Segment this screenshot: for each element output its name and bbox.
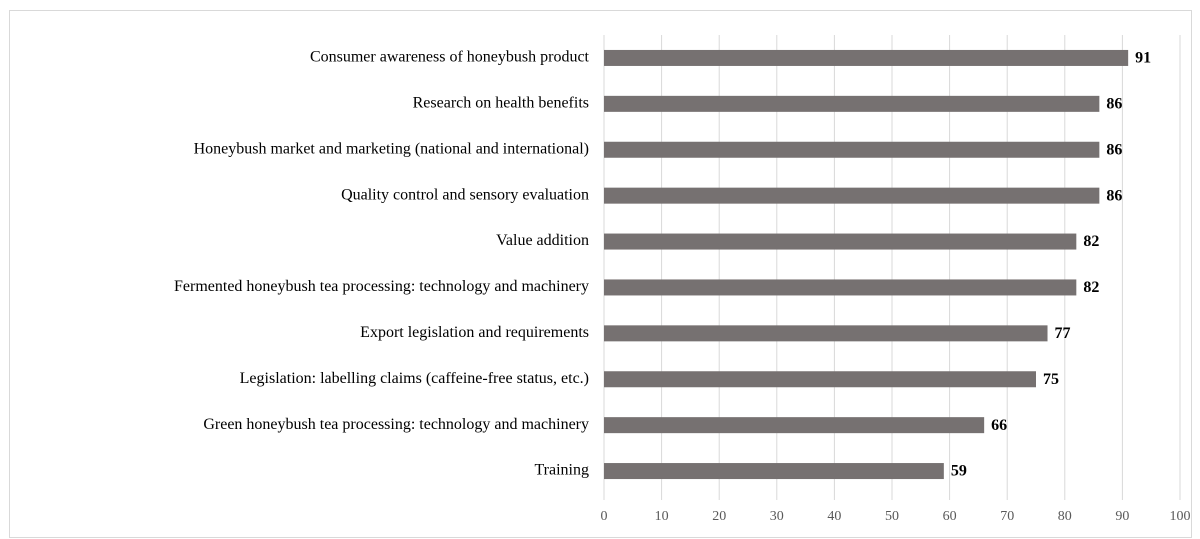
x-tick-label: 20: [712, 509, 726, 524]
y-tick-label: Green honeybush tea processing: technolo…: [203, 416, 589, 433]
bar: [604, 49, 1129, 66]
bar: [604, 187, 1100, 204]
bar: [604, 233, 1077, 250]
x-tick-label: 10: [655, 509, 669, 524]
x-tick-label: 0: [601, 509, 608, 524]
bar: [604, 417, 985, 434]
bar: [604, 371, 1036, 388]
y-tick-label: Research on health benefits: [413, 95, 589, 112]
y-tick-label: Fermented honeybush tea processing: tech…: [174, 278, 589, 295]
bar: [604, 95, 1100, 112]
y-tick-label: Quality control and sensory evaluation: [341, 186, 589, 203]
x-tick-label: 80: [1058, 509, 1072, 524]
chart-border: [9, 10, 1192, 538]
value-label: 75: [1043, 371, 1059, 388]
bar: [604, 325, 1048, 342]
bar: [604, 463, 944, 480]
y-tick-label: Export legislation and requirements: [360, 324, 589, 341]
bar: [604, 141, 1100, 158]
x-tick-label: 50: [885, 509, 899, 524]
value-label: 82: [1083, 233, 1099, 250]
x-tick-label: 30: [770, 509, 784, 524]
value-label: 86: [1106, 141, 1122, 158]
bar: [604, 279, 1077, 296]
value-label: 59: [951, 463, 967, 480]
y-tick-label: Consumer awareness of honeybush product: [310, 49, 590, 66]
y-tick-label: Training: [534, 462, 589, 479]
y-tick-label: Legislation: labelling claims (caffeine-…: [240, 370, 589, 387]
y-tick-label: Honeybush market and marketing (national…: [194, 140, 589, 157]
x-tick-label: 100: [1170, 509, 1191, 524]
value-label: 66: [991, 417, 1007, 434]
y-tick-label: Value addition: [496, 232, 589, 249]
x-tick-label: 70: [1000, 509, 1014, 524]
x-tick-label: 40: [827, 509, 841, 524]
value-label: 91: [1135, 50, 1151, 67]
x-tick-label: 60: [943, 509, 957, 524]
value-label: 82: [1083, 279, 1099, 296]
value-label: 77: [1055, 325, 1071, 342]
x-tick-label: 90: [1115, 509, 1129, 524]
value-label: 86: [1106, 96, 1122, 113]
value-label: 86: [1106, 187, 1122, 204]
